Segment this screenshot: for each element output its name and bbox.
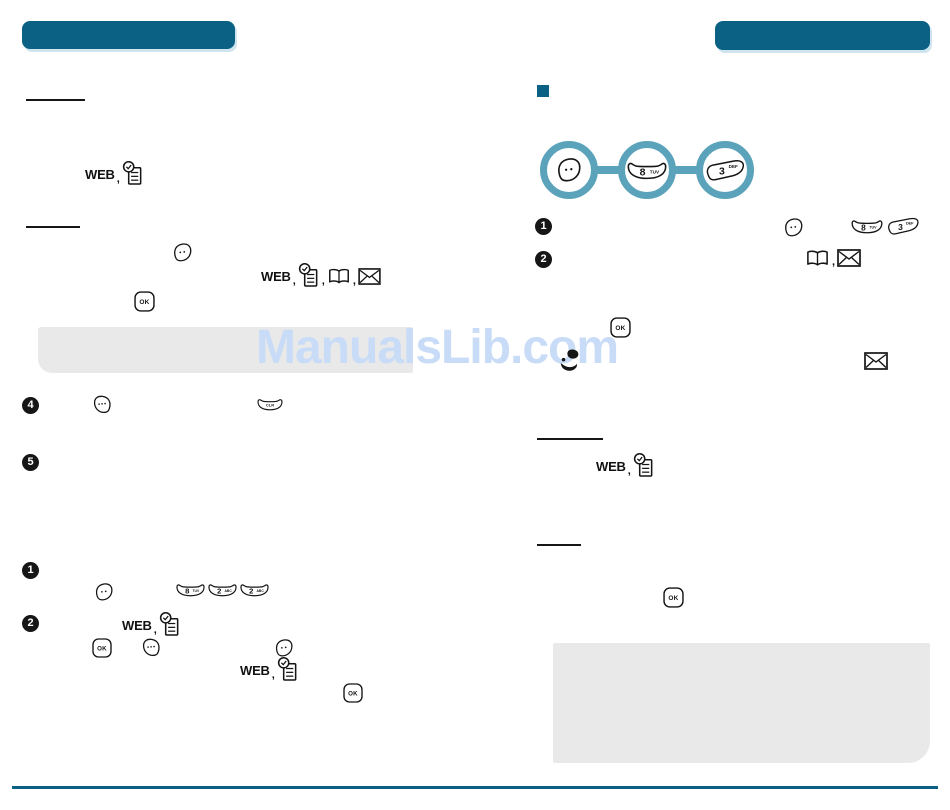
step-bullet-1: 1 <box>22 562 39 579</box>
key-letters: DEF <box>906 221 914 225</box>
ok-key-icon: OK <box>610 317 631 338</box>
sequence-connector <box>596 166 620 174</box>
envelope-icon <box>837 249 861 267</box>
key-sequence-menu-icons: WEB , , , <box>261 262 381 288</box>
left-soft-key-icon <box>558 158 581 182</box>
heading-rule-2 <box>26 226 80 228</box>
footer-rule <box>12 786 938 789</box>
key-sequence-web-3: WEB , <box>240 656 299 682</box>
right-soft-key-icon <box>93 395 111 414</box>
web-key-label: WEB <box>122 618 152 633</box>
open-book-icon <box>328 268 349 284</box>
step-bullet-1: 1 <box>535 218 552 235</box>
ok-key-label: OK <box>348 690 358 697</box>
header-bar-right <box>715 21 930 50</box>
key-sequence-web-4: WEB , <box>596 452 655 478</box>
web-key-label: WEB <box>240 663 270 678</box>
key-number: 3 <box>898 222 903 232</box>
key-number: 8 <box>185 587 190 596</box>
heading-rule-3 <box>537 438 603 440</box>
step-bullet-4: 4 <box>22 397 39 414</box>
header-bar-left <box>22 21 235 49</box>
step-bullet-2: 2 <box>22 615 39 632</box>
left-soft-key-icon <box>275 639 293 657</box>
key-number: 3 <box>719 167 725 178</box>
web-menu-icon <box>159 611 179 636</box>
right-soft-key-icon <box>142 638 160 657</box>
ok-key-label: OK <box>139 299 149 306</box>
sequence-connector <box>674 166 698 174</box>
comma: , <box>832 256 836 268</box>
web-menu-icon <box>298 262 318 287</box>
heading-rule-1 <box>26 99 85 101</box>
comma: , <box>352 275 356 287</box>
key-number: 8 <box>861 222 866 232</box>
heading-rule-4 <box>537 544 581 546</box>
step-number: 5 <box>27 456 34 468</box>
web-key-label: WEB <box>85 167 115 182</box>
key-letters: TUV <box>193 589 200 593</box>
step-number: 1 <box>27 564 34 576</box>
sequence-circle-1 <box>540 141 598 199</box>
comma: , <box>153 624 157 636</box>
step-number: 4 <box>27 399 34 411</box>
left-soft-key-icon <box>174 243 192 262</box>
key-sequence-web-1: WEB , <box>85 160 144 186</box>
key-number: 8 <box>640 166 646 178</box>
left-soft-key-icon <box>95 583 113 601</box>
comma: , <box>627 465 631 477</box>
key-sequence-web-2: WEB , <box>122 611 181 637</box>
key-letters: DEF <box>729 164 738 169</box>
clr-key-label: CLR <box>266 402 274 407</box>
note-box-right <box>553 643 930 763</box>
comma: , <box>116 173 120 185</box>
key-2-abc-icon: 2 ABC <box>240 584 269 597</box>
step-bullet-5: 5 <box>22 454 39 471</box>
step-bullet-2: 2 <box>535 251 552 268</box>
envelope-icon <box>864 352 888 370</box>
ok-key-icon: OK <box>663 587 684 608</box>
key-number: 2 <box>249 587 253 596</box>
clr-key-icon: CLR <box>257 399 283 411</box>
key-3-def-icon: 3 DEF <box>706 160 745 181</box>
note-box-left <box>38 327 413 373</box>
sequence-circle-2: 8 TUV <box>618 141 676 199</box>
ok-key-label: OK <box>615 325 625 332</box>
web-menu-icon <box>633 452 653 477</box>
comma: , <box>271 669 275 681</box>
handset-icon <box>560 349 579 371</box>
sequence-circle-3: 3 DEF <box>696 141 754 199</box>
key-letters: TUV <box>869 226 877 230</box>
key-8-tuv-icon: 8 TUV <box>176 584 205 597</box>
key-letters: ABC <box>257 589 265 593</box>
left-soft-key-icon <box>785 218 803 237</box>
step-number: 2 <box>540 253 547 265</box>
open-book-icon <box>807 250 828 266</box>
step-number: 2 <box>27 617 34 629</box>
section-square-icon <box>537 85 549 97</box>
ok-key-icon: OK <box>92 638 112 658</box>
key-2-abc-icon: 2 ABC <box>208 584 237 597</box>
envelope-icon <box>358 268 381 285</box>
ok-key-label: OK <box>97 645 107 652</box>
key-number: 2 <box>217 587 221 596</box>
web-key-label: WEB <box>261 269 291 284</box>
step-number: 1 <box>540 220 547 232</box>
web-key-label: WEB <box>596 459 626 474</box>
web-menu-icon <box>277 656 297 681</box>
ok-key-icon: OK <box>134 291 155 312</box>
ok-key-icon: OK <box>343 683 363 703</box>
ok-key-label: OK <box>668 595 678 602</box>
key-sequence-book-mail: , <box>805 248 861 269</box>
comma: , <box>321 275 325 287</box>
key-letters: ABC <box>225 589 233 593</box>
web-menu-icon <box>122 160 142 185</box>
comma: , <box>292 275 296 287</box>
key-letters: TUV <box>650 169 660 174</box>
key-8-tuv-icon: 8 TUV <box>851 220 883 234</box>
key-8-tuv-icon: 8 TUV <box>627 162 667 179</box>
watermark: ManualsLib.com <box>256 321 619 374</box>
